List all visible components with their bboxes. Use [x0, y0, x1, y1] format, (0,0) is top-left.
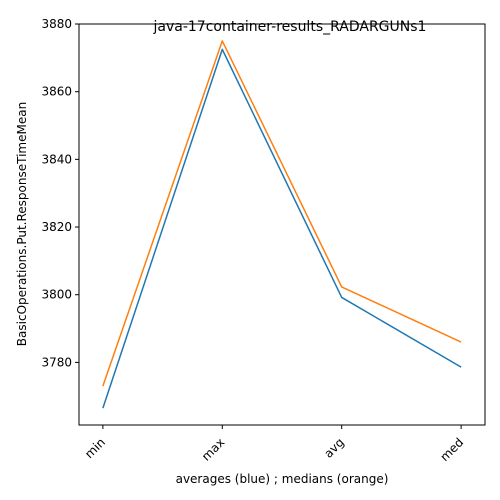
y-axis-label: BasicOperations.Put.ResponseTimeMean [15, 102, 29, 346]
series-line-1 [102, 48, 462, 409]
x-tick-label: min [82, 435, 108, 461]
y-tick-label: 3840 [41, 152, 72, 166]
y-tick-label: 3780 [41, 355, 72, 369]
x-tick-label: max [199, 435, 227, 463]
y-tick-label: 3880 [41, 17, 72, 31]
plot-area [102, 40, 462, 409]
x-axis: min max avg med [82, 425, 466, 464]
y-tick-label: 3800 [41, 288, 72, 302]
plot-frame [78, 23, 486, 426]
chart-title: java-17container-results_RADARGUNs1 [153, 19, 427, 35]
series-line-2 [102, 40, 462, 387]
y-tick-label: 3820 [41, 220, 72, 234]
x-axis-label: averages (blue) ; medians (orange) [176, 472, 389, 486]
y-axis: 3780 3800 3820 3840 3860 3880 [41, 17, 79, 369]
y-tick-label: 3860 [41, 85, 72, 99]
x-tick-label: avg [321, 435, 347, 461]
x-tick-label: med [437, 435, 466, 464]
